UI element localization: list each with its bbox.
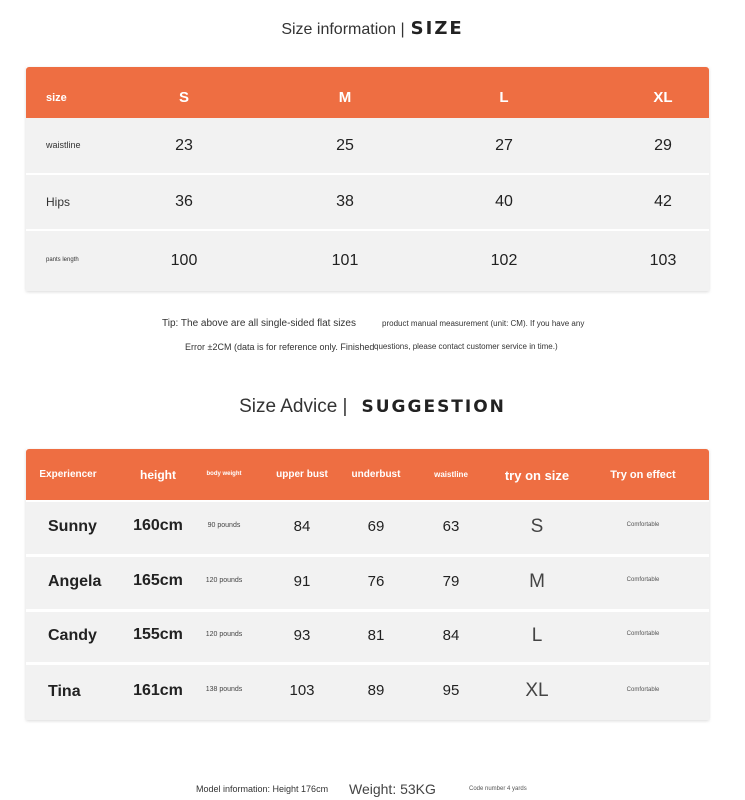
- tip-text: product manual measurement (unit: CM). I…: [382, 319, 585, 328]
- advice-cell: 84: [293, 517, 311, 535]
- advice-cell: 103: [289, 682, 315, 699]
- advice-cell: Tina: [48, 682, 81, 700]
- title-en: SIZE: [410, 18, 464, 39]
- title-en: SUGGESTION: [361, 397, 506, 417]
- tip-text: questions, please contact customer servi…: [374, 342, 558, 351]
- size-info-title: Size information | SIZE: [0, 18, 745, 39]
- size-table: size S M L XL waistline 23 25 27 29 Hips 36 38 4…: [26, 67, 709, 291]
- advice-cell: Sunny: [48, 518, 97, 535]
- header-s: S: [178, 89, 190, 106]
- header-cell: height: [140, 468, 176, 482]
- advice-cell: Angela: [48, 573, 102, 590]
- model-weight: Weight: 53KG: [349, 781, 436, 797]
- advice-cell: 81: [367, 626, 385, 644]
- row-label: Hips: [46, 195, 71, 209]
- advice-cell: S: [530, 515, 544, 537]
- size-value: 102: [490, 252, 518, 269]
- size-value: 36: [175, 193, 193, 210]
- row-label: waistline: [46, 140, 81, 150]
- size-value: 25: [336, 136, 354, 154]
- advice-cell: 155cm: [133, 626, 183, 643]
- header-l: L: [499, 89, 509, 106]
- size-table-row: waistline 23 25 27 29: [26, 118, 709, 173]
- size-table-row: pants length 100 101 102 103: [26, 231, 709, 291]
- advice-cell: M: [529, 570, 545, 592]
- advice-cell: Comfortable: [626, 522, 660, 528]
- advice-cell: XL: [525, 680, 549, 701]
- advice-cell: 91: [293, 572, 311, 590]
- size-value: 103: [649, 252, 677, 269]
- advice-cell: Comfortable: [626, 577, 660, 583]
- size-table-header: size S M L XL: [26, 67, 709, 118]
- tip-text: Error ±2CM (data is for reference only. …: [185, 342, 375, 352]
- advice-table-header: Experiencer height body weight upper bust un…: [26, 449, 709, 500]
- advice-cell: 69: [367, 517, 385, 535]
- advice-table-row: Tina 161cm 138 pounds 103 89 95 XL Comfortable: [26, 665, 709, 720]
- size-value: 100: [170, 252, 198, 269]
- advice-cell: 120 pounds: [205, 576, 243, 584]
- header-cell: body weight: [206, 471, 242, 477]
- advice-cell: 93: [293, 626, 311, 644]
- header-cell: Experiencer: [39, 469, 97, 480]
- advice-cell: 161cm: [133, 681, 183, 699]
- advice-table-row: Sunny 160cm 90 pounds 84 69 63 S Comfortable: [26, 502, 709, 554]
- size-value: 40: [495, 193, 513, 210]
- size-value: 29: [654, 136, 672, 154]
- advice-cell: 160cm: [133, 517, 183, 534]
- size-value: 101: [331, 252, 359, 269]
- tip-text: Tip: The above are all single-sided flat…: [162, 318, 356, 329]
- header-cell: try on size: [504, 467, 570, 483]
- advice-table-row: Candy 155cm 120 pounds 93 81 84 L Comfortable: [26, 612, 709, 662]
- advice-cell: 89: [367, 682, 385, 699]
- size-value: 38: [336, 193, 354, 210]
- size-table-row: Hips 36 38 40 42: [26, 175, 709, 229]
- advice-table-row: Angela 165cm 120 pounds 91 76 79 M Comfortable: [26, 557, 709, 609]
- advice-cell: 79: [442, 572, 460, 590]
- size-advice-title: Size Advice | SUGGESTION: [0, 396, 745, 418]
- model-code: Code number 4 yards: [469, 786, 527, 792]
- model-info: Model information: Height 176cm: [196, 784, 329, 794]
- advice-cell: Comfortable: [626, 631, 660, 637]
- row-label: pants length: [46, 257, 79, 263]
- size-value: 42: [654, 193, 672, 210]
- header-cell: upper bust: [276, 469, 328, 480]
- advice-cell: 84: [442, 626, 460, 644]
- size-value: 23: [175, 136, 193, 154]
- advice-cell: Candy: [48, 627, 97, 644]
- header-xl: XL: [653, 89, 673, 106]
- advice-cell: 76: [367, 572, 385, 590]
- advice-cell: 120 pounds: [205, 630, 243, 638]
- header-size: size: [46, 92, 67, 104]
- advice-cell: 165cm: [133, 572, 183, 589]
- title-text: Size Advice |: [239, 396, 348, 417]
- advice-cell: Comfortable: [626, 686, 660, 693]
- header-cell: waistline: [434, 470, 468, 479]
- header-m: M: [338, 89, 352, 106]
- advice-cell: 138 pounds: [205, 686, 243, 693]
- advice-cell: 95: [442, 682, 460, 699]
- size-value: 27: [495, 136, 513, 154]
- header-cell: underbust: [351, 469, 401, 480]
- advice-cell: 90 pounds: [207, 521, 241, 529]
- header-cell: Try on effect: [610, 468, 676, 481]
- advice-cell: 63: [442, 517, 460, 535]
- advice-cell: L: [531, 624, 543, 646]
- advice-table: Experiencer height body weight upper bust un…: [26, 449, 709, 720]
- title-text: Size information |: [281, 21, 405, 38]
